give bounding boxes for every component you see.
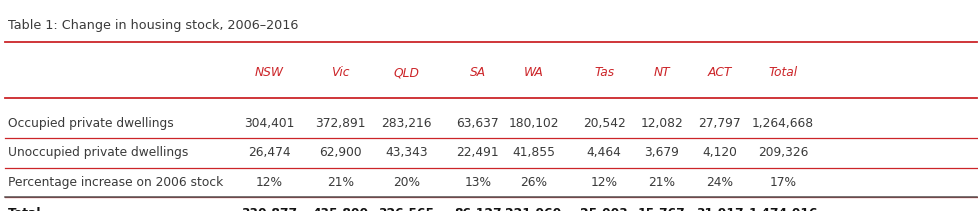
Text: Tas: Tas: [594, 66, 613, 79]
Text: 15,767: 15,767: [638, 207, 685, 211]
Text: 221,960: 221,960: [505, 207, 561, 211]
Text: WA: WA: [523, 66, 543, 79]
Text: 86,127: 86,127: [454, 207, 501, 211]
Text: 13%: 13%: [464, 176, 491, 189]
Text: 435,800: 435,800: [312, 207, 369, 211]
Text: 22,491: 22,491: [456, 146, 499, 160]
Text: 209,326: 209,326: [757, 146, 808, 160]
Text: Table 1: Change in housing stock, 2006–2016: Table 1: Change in housing stock, 2006–2…: [8, 19, 298, 32]
Text: 26,474: 26,474: [247, 146, 290, 160]
Text: 12%: 12%: [255, 176, 283, 189]
Text: 20%: 20%: [392, 176, 420, 189]
Text: 31,917: 31,917: [695, 207, 742, 211]
Text: 4,464: 4,464: [586, 146, 621, 160]
Text: 21%: 21%: [327, 176, 354, 189]
Text: 43,343: 43,343: [384, 146, 427, 160]
Text: Total: Total: [8, 207, 41, 211]
Text: 283,216: 283,216: [380, 117, 431, 130]
Text: 17%: 17%: [769, 176, 796, 189]
Text: SA: SA: [469, 66, 485, 79]
Text: 25,003: 25,003: [580, 207, 627, 211]
Text: 1,474,016: 1,474,016: [748, 207, 817, 211]
Text: 3,679: 3,679: [644, 146, 679, 160]
Text: Percentage increase on 2006 stock: Percentage increase on 2006 stock: [8, 176, 223, 189]
Text: Vic: Vic: [332, 66, 349, 79]
Text: QLD: QLD: [393, 66, 419, 79]
Text: 180,102: 180,102: [508, 117, 558, 130]
Text: 12%: 12%: [590, 176, 617, 189]
Text: 27,797: 27,797: [697, 117, 740, 130]
Text: 21%: 21%: [647, 176, 675, 189]
Text: 1,264,668: 1,264,668: [751, 117, 814, 130]
Text: 26%: 26%: [519, 176, 547, 189]
Text: Total: Total: [768, 66, 797, 79]
Text: Unoccupied private dwellings: Unoccupied private dwellings: [8, 146, 188, 160]
Text: 62,900: 62,900: [319, 146, 362, 160]
Text: ACT: ACT: [707, 66, 731, 79]
Text: 326,565: 326,565: [378, 207, 434, 211]
Text: 20,542: 20,542: [582, 117, 625, 130]
Text: Occupied private dwellings: Occupied private dwellings: [8, 117, 173, 130]
Text: 24%: 24%: [705, 176, 733, 189]
Text: 4,120: 4,120: [701, 146, 736, 160]
Text: 63,637: 63,637: [456, 117, 499, 130]
Text: NSW: NSW: [254, 66, 284, 79]
Text: NT: NT: [653, 66, 669, 79]
Text: 372,891: 372,891: [315, 117, 366, 130]
Text: 41,855: 41,855: [511, 146, 555, 160]
Text: 304,401: 304,401: [244, 117, 294, 130]
Text: 12,082: 12,082: [640, 117, 683, 130]
Text: 330,877: 330,877: [241, 207, 297, 211]
